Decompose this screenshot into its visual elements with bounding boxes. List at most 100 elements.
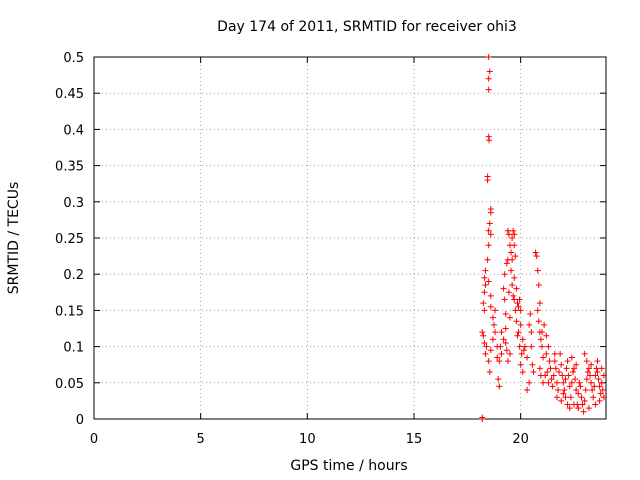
data-point <box>502 339 509 346</box>
data-point <box>510 227 517 234</box>
data-point <box>514 300 521 307</box>
data-point <box>509 256 516 263</box>
data-point <box>566 405 573 412</box>
data-point <box>484 256 491 263</box>
data-point <box>497 343 504 350</box>
data-point <box>519 368 526 375</box>
x-tick-label: 15 <box>406 432 423 447</box>
data-point <box>482 282 489 289</box>
data-point <box>513 285 520 292</box>
y-tick-label: 0.45 <box>55 87 84 102</box>
data-point <box>492 307 499 314</box>
data-point <box>496 383 503 390</box>
data-point <box>484 177 491 184</box>
data-point <box>592 401 599 408</box>
data-point <box>581 397 588 404</box>
data-point <box>558 361 565 368</box>
data-point <box>600 394 607 401</box>
data-point <box>500 285 507 292</box>
data-point <box>594 358 601 365</box>
data-point <box>590 394 597 401</box>
data-point <box>507 314 513 321</box>
data-point <box>564 401 571 408</box>
data-point <box>480 300 487 307</box>
data-point <box>514 332 521 339</box>
data-point <box>512 253 519 260</box>
data-point <box>481 307 488 314</box>
data-point <box>547 365 554 372</box>
x-tick-label: 5 <box>197 432 205 447</box>
data-point <box>591 383 598 390</box>
data-point <box>513 318 520 325</box>
data-point <box>508 267 515 274</box>
data-point <box>572 376 579 383</box>
data-point <box>567 394 574 401</box>
data-point <box>585 365 592 372</box>
y-tick-label: 0.15 <box>55 304 84 319</box>
data-point <box>563 365 570 372</box>
chart-title: Day 174 of 2011, SRMTID for receiver ohi… <box>217 19 517 35</box>
data-point <box>587 372 593 379</box>
data-point <box>581 350 588 357</box>
data-point <box>582 387 589 394</box>
data-point <box>536 300 543 307</box>
data-point <box>534 267 541 274</box>
data-point <box>540 354 547 361</box>
data-point <box>552 365 559 372</box>
data-point <box>544 368 551 375</box>
data-point <box>569 368 576 375</box>
data-point <box>516 296 523 303</box>
data-point <box>516 343 523 350</box>
data-point <box>485 278 492 285</box>
data-point <box>560 390 567 397</box>
grid <box>94 57 606 419</box>
data-point <box>596 383 603 390</box>
data-point <box>537 336 544 343</box>
data-point <box>524 387 531 394</box>
data-point <box>543 350 550 357</box>
data-point <box>539 329 545 336</box>
y-tick-label: 0.4 <box>63 123 84 138</box>
data-point <box>482 350 489 357</box>
data-point <box>505 289 512 296</box>
data-point <box>576 379 583 386</box>
data-point <box>489 336 496 343</box>
data-point <box>504 227 511 234</box>
data-point <box>509 282 516 289</box>
data-point <box>568 379 575 386</box>
data-point <box>537 372 544 379</box>
data-point <box>511 274 518 281</box>
data-point <box>571 401 577 408</box>
data-point <box>526 321 533 328</box>
data-point <box>502 325 509 332</box>
data-point <box>599 387 606 394</box>
data-point <box>588 361 595 368</box>
data-point <box>553 394 560 401</box>
data-point <box>487 209 494 216</box>
data-point <box>526 379 533 386</box>
data-point <box>520 347 527 354</box>
data-point <box>481 274 488 281</box>
data-point <box>568 354 575 361</box>
data-point <box>550 372 557 379</box>
data-point <box>503 260 510 267</box>
data-point <box>559 372 566 379</box>
data-point <box>501 271 508 278</box>
data-point <box>489 314 496 321</box>
data-point <box>560 379 567 386</box>
data-point <box>485 358 492 365</box>
data-point <box>562 376 569 383</box>
data-point <box>564 358 571 365</box>
y-tick-label: 0.35 <box>55 160 84 175</box>
data-point <box>533 253 540 260</box>
data-point <box>510 292 517 299</box>
data-point <box>543 332 550 339</box>
data-point <box>521 343 528 350</box>
data-point <box>487 347 494 354</box>
data-point <box>511 296 518 303</box>
y-tick-label: 0.1 <box>63 341 84 356</box>
data-point <box>575 390 582 397</box>
y-tick-label: 0.3 <box>63 196 84 211</box>
data-point <box>545 379 552 386</box>
data-point <box>508 249 515 256</box>
